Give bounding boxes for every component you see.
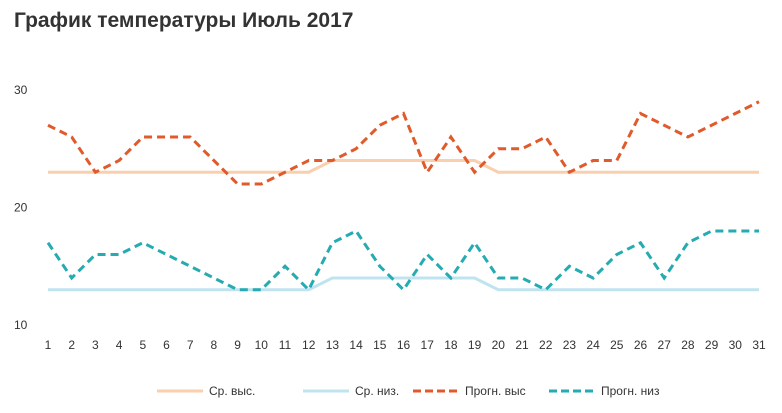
x-tick-label: 31 bbox=[752, 338, 766, 352]
x-tick-label: 25 bbox=[610, 338, 624, 352]
x-tick-label: 30 bbox=[729, 338, 743, 352]
x-tick-label: 10 bbox=[255, 338, 269, 352]
legend-label: Прогн. выс bbox=[465, 384, 526, 398]
x-tick-label: 4 bbox=[116, 338, 123, 352]
x-tick-label: 11 bbox=[279, 338, 292, 352]
series-line-2 bbox=[48, 276, 759, 292]
x-tick-label: 9 bbox=[234, 338, 241, 352]
series-line-3 bbox=[47, 100, 760, 186]
x-tick-label: 16 bbox=[397, 338, 411, 352]
x-tick-label: 5 bbox=[139, 338, 146, 352]
x-tick-label: 18 bbox=[444, 338, 458, 352]
x-tick-label: 24 bbox=[586, 338, 600, 352]
legend-label: Ср. низ. bbox=[355, 384, 399, 398]
x-tick-label: 13 bbox=[326, 338, 340, 352]
x-tick-label: 15 bbox=[373, 338, 387, 352]
x-tick-label: 27 bbox=[658, 338, 672, 352]
x-tick-label: 28 bbox=[681, 338, 695, 352]
x-tick-label: 21 bbox=[515, 338, 529, 352]
x-tick-label: 2 bbox=[68, 338, 75, 352]
x-tick-label: 20 bbox=[492, 338, 506, 352]
x-tick-label: 8 bbox=[211, 338, 218, 352]
x-tick-label: 23 bbox=[563, 338, 577, 352]
x-tick-label: 3 bbox=[92, 338, 99, 352]
x-tick-label: 29 bbox=[705, 338, 719, 352]
x-tick-label: 14 bbox=[349, 338, 363, 352]
x-tick-label: 6 bbox=[163, 338, 170, 352]
x-tick-label: 17 bbox=[421, 338, 435, 352]
x-tick-label: 19 bbox=[468, 338, 482, 352]
y-tick-label: 20 bbox=[14, 201, 28, 215]
series-line-1 bbox=[48, 159, 759, 174]
x-tick-label: 26 bbox=[634, 338, 648, 352]
x-tick-label: 12 bbox=[302, 338, 316, 352]
y-tick-label: 30 bbox=[14, 83, 28, 97]
x-tick-label: 22 bbox=[539, 338, 553, 352]
y-tick-label: 10 bbox=[14, 318, 28, 332]
chart-title: График температуры Июль 2017 bbox=[14, 9, 354, 32]
series-line-4 bbox=[46, 229, 759, 293]
x-tick-label: 7 bbox=[187, 338, 194, 352]
legend-label: Ср. выс. bbox=[209, 384, 255, 398]
legend-label: Прогн. низ bbox=[601, 384, 660, 398]
x-tick-label: 1 bbox=[45, 338, 52, 352]
